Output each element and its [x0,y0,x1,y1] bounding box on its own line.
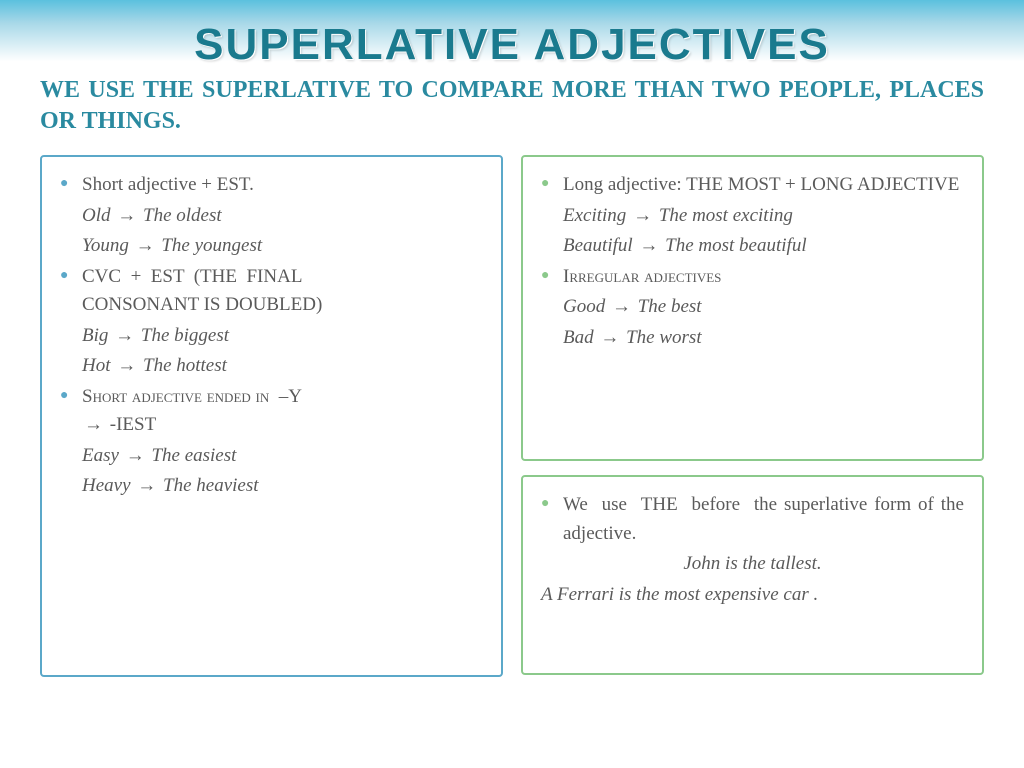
arrow-icon: → [117,202,136,231]
slide-container: SUPERLATIVE ADJECTIVES We use the Superl… [0,0,1024,697]
ex-result: The best [638,296,702,317]
ex-word: Good [563,296,605,317]
ex-result: The worst [626,327,702,348]
rule-long-most: Long adjective: THE MOST + long adjectiv… [541,171,964,200]
example-big: Big → The biggest [60,322,483,351]
short-adjectives-box: Short adjective + EST. Old → The oldest … [40,155,503,677]
arrow-icon: → [115,322,134,351]
rule-short-est: Short adjective + EST. [60,171,483,200]
ex-word: Exciting [563,205,626,226]
example-old: Old → The oldest [60,202,483,231]
ex-word: Easy [82,445,119,466]
arrow-icon: → [117,352,136,381]
ex-result: The most exciting [659,205,793,226]
ex-word: Hot [82,355,111,376]
arrow-icon: → [633,202,652,231]
arrow-icon: → [84,411,103,440]
arrow-icon: → [136,232,155,261]
ex-result: The easiest [151,445,236,466]
example-john: John is the tallest. [541,550,964,579]
ex-result: The oldest [143,205,222,226]
rule-irregular: Irregular adjectives [541,263,964,292]
the-usage-box: We use THE before the superlative form o… [521,475,984,675]
subtitle-text: We use the Superlative to compare more t… [40,77,984,134]
example-easy: Easy → The easiest [60,442,483,471]
ex-result: The hottest [143,355,227,376]
rule-y-iest: Short adjective ended in –Y → -IEST [60,383,483,440]
rule-cvc-est: CVC + EST (the final consonant is double… [60,263,483,320]
left-column: Short adjective + EST. Old → The oldest … [40,155,503,677]
ex-result: The most beautiful [665,235,806,256]
arrow-icon: → [612,293,631,322]
example-hot: Hot → The hottest [60,352,483,381]
ex-word: Heavy [82,475,131,496]
slide-title: SUPERLATIVE ADJECTIVES [40,20,984,70]
content-columns: Short adjective + EST. Old → The oldest … [40,155,984,677]
example-exciting: Exciting → The most exciting [541,202,964,231]
long-irregular-box: Long adjective: THE MOST + long adjectiv… [521,155,984,461]
arrow-icon: → [639,232,658,261]
ex-word: Young [82,235,129,256]
right-column: Long adjective: THE MOST + long adjectiv… [521,155,984,677]
example-beautiful: Beautiful → The most beautiful [541,232,964,261]
slide-subtitle: We use the Superlative to compare more t… [40,75,984,137]
ex-result: The heaviest [163,475,259,496]
ex-word: Bad [563,327,594,348]
example-ferrari: A Ferrari is the most expensive car . [541,581,964,610]
rule-the-before: We use THE before the superlative form o… [541,491,964,548]
ex-result: The biggest [141,325,229,346]
ex-word: Big [82,325,108,346]
ex-word: Old [82,205,111,226]
example-good: Good → The best [541,293,964,322]
example-bad: Bad → The worst [541,324,964,353]
example-young: Young → The youngest [60,232,483,261]
ex-result: The youngest [161,235,262,256]
arrow-icon: → [126,442,145,471]
ex-word: Beautiful [563,235,633,256]
example-heavy: Heavy → The heaviest [60,472,483,501]
arrow-icon: → [137,472,156,501]
arrow-icon: → [600,324,619,353]
